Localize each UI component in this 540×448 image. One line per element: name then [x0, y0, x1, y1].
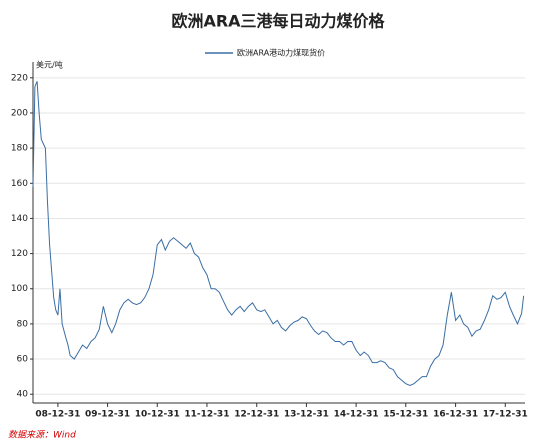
y-axis-label: 美元/吨: [36, 60, 63, 70]
y-tick-label: 180: [11, 144, 28, 154]
x-tick-label: 14-12-31: [334, 410, 379, 420]
y-tick-label: 120: [11, 249, 28, 259]
x-tick-label: 16-12-31: [433, 410, 478, 420]
x-tick-label: 13-12-31: [284, 410, 329, 420]
source-note: 数据来源：Wind: [8, 430, 76, 441]
y-tick-label: 220: [11, 73, 28, 83]
x-tick-label: 12-12-31: [234, 410, 279, 420]
y-tick-label: 200: [11, 108, 28, 118]
y-tick-label: 40: [17, 390, 29, 400]
x-tick-label: 10-12-31: [135, 410, 180, 420]
chart-title: 欧洲ARA三港每日动力煤价格: [171, 12, 385, 31]
x-tick-label: 17-12-31: [483, 410, 528, 420]
x-tick-label: 08-12-31: [35, 410, 80, 420]
line-series: [32, 81, 525, 386]
y-tick-label: 100: [11, 284, 28, 294]
y-tick-label: 140: [11, 214, 28, 224]
y-tick-label: 60: [17, 355, 29, 365]
y-tick-label: 160: [11, 179, 28, 189]
y-tick-label: 80: [17, 319, 29, 329]
legend-label: 欧洲ARA港动力煤现货价: [237, 48, 325, 58]
x-tick-label: 09-12-31: [85, 410, 130, 420]
x-tick-label: 15-12-31: [383, 410, 428, 420]
x-tick-label: 11-12-31: [184, 410, 229, 420]
